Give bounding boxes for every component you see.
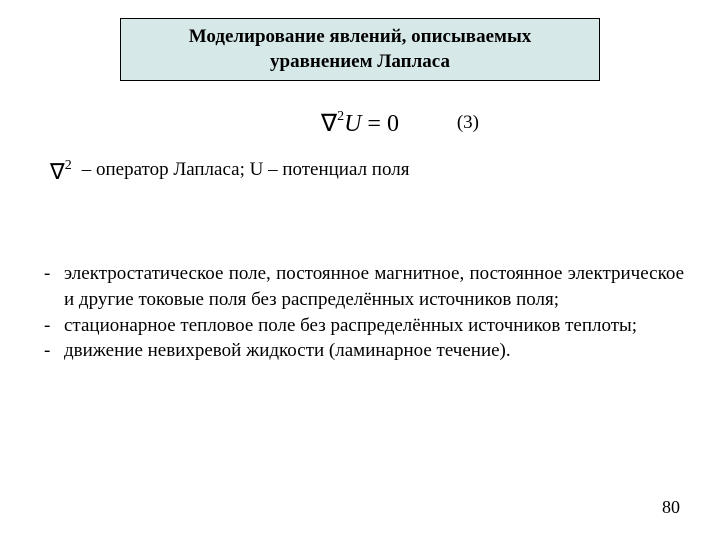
equation-equals-zero: = 0 — [361, 111, 399, 137]
laplace-equation: ∇2U = 0 — [321, 109, 399, 138]
def-nabla: ∇ — [50, 159, 65, 184]
bullet-item: - стационарное тепловое поле без распред… — [36, 313, 684, 339]
equation-variable: U — [344, 111, 361, 137]
bullet-item: - электростатическое поле, постоянное ма… — [36, 261, 684, 312]
page-number: 80 — [662, 497, 680, 518]
title-line-2: уравнением Лапласа — [135, 50, 585, 75]
bullet-text: электростатическое поле, постоянное магн… — [64, 261, 684, 312]
definition-row: ∇2 – оператор Лапласа; U – потенциал пол… — [36, 159, 684, 185]
bullet-dash: - — [36, 338, 64, 364]
bullet-text: движение невихревой жидкости (ламинарное… — [64, 338, 684, 364]
definition-text: – оператор Лапласа; U – потенциал поля — [82, 159, 410, 181]
slide-title-box: Моделирование явлений, описываемых уравн… — [120, 18, 600, 81]
bullet-dash: - — [36, 261, 64, 312]
equation-row: ∇2U = 0 (3) — [36, 105, 684, 141]
bullet-text: стационарное тепловое поле без распредел… — [64, 313, 684, 339]
nabla-symbol: ∇ — [321, 111, 337, 137]
bullet-dash: - — [36, 313, 64, 339]
bullet-item: - движение невихревой жидкости (ламинарн… — [36, 338, 684, 364]
equation-number: (3) — [457, 112, 479, 134]
nabla-exponent: 2 — [337, 109, 344, 124]
title-line-1: Моделирование явлений, описываемых — [135, 25, 585, 50]
def-nabla-squared: ∇2 — [50, 159, 72, 185]
def-exponent: 2 — [65, 158, 72, 173]
bullet-list: - электростатическое поле, постоянное ма… — [36, 261, 684, 364]
